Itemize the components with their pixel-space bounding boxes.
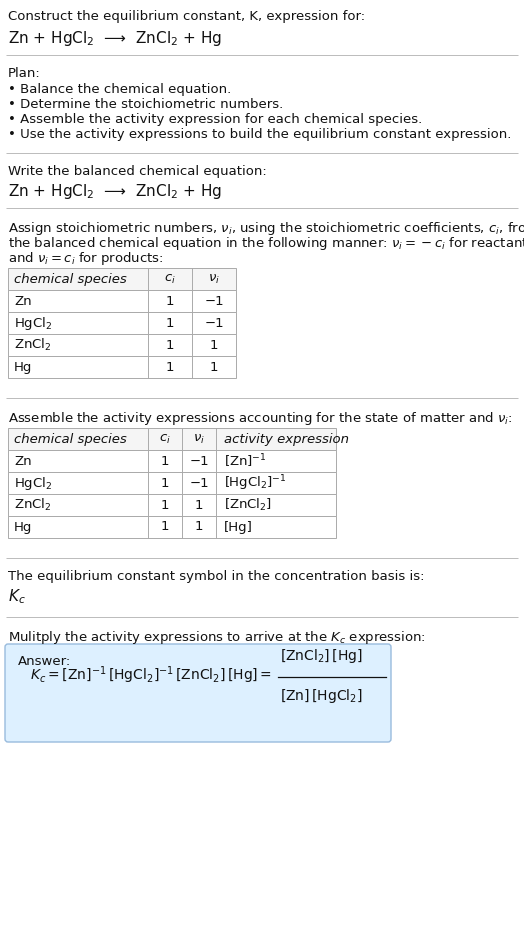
Text: [Hg]: [Hg]	[224, 520, 253, 533]
Text: Construct the equilibrium constant, K, expression for:: Construct the equilibrium constant, K, e…	[8, 10, 365, 23]
Bar	[8, 268, 236, 290]
Text: ZnCl$_2$: ZnCl$_2$	[14, 497, 51, 513]
Text: Answer:: Answer:	[18, 655, 71, 668]
Text: 1: 1	[166, 294, 174, 307]
Text: $K_c = [\mathrm{Zn}]^{-1}\,[\mathrm{HgCl_2}]^{-1}\,[\mathrm{ZnCl_2}]\,[\mathrm{H: $K_c = [\mathrm{Zn}]^{-1}\,[\mathrm{HgCl…	[30, 664, 272, 686]
Text: The equilibrium constant symbol in the concentration basis is:: The equilibrium constant symbol in the c…	[8, 570, 424, 583]
Bar	[8, 334, 236, 356]
Text: chemical species: chemical species	[14, 433, 127, 445]
Text: HgCl$_2$: HgCl$_2$	[14, 314, 52, 331]
Bar	[8, 450, 336, 472]
Text: • Determine the stoichiometric numbers.: • Determine the stoichiometric numbers.	[8, 98, 283, 111]
Text: Write the balanced chemical equation:: Write the balanced chemical equation:	[8, 165, 267, 178]
Bar	[8, 290, 236, 312]
Text: $[\mathrm{ZnCl_2}]\,[\mathrm{Hg}]$: $[\mathrm{ZnCl_2}]\,[\mathrm{Hg}]$	[280, 647, 363, 665]
Text: −1: −1	[189, 455, 209, 468]
Text: Mulitply the activity expressions to arrive at the $K_c$ expression:: Mulitply the activity expressions to arr…	[8, 629, 426, 646]
Text: Hg: Hg	[14, 520, 32, 533]
Text: 1: 1	[166, 317, 174, 329]
Text: 1: 1	[210, 339, 219, 351]
Bar	[8, 356, 236, 378]
Bar	[8, 312, 236, 334]
Text: Zn: Zn	[14, 294, 31, 307]
Text: Zn + HgCl$_2$  ⟶  ZnCl$_2$ + Hg: Zn + HgCl$_2$ ⟶ ZnCl$_2$ + Hg	[8, 29, 222, 48]
Text: Plan:: Plan:	[8, 67, 41, 80]
Text: 1: 1	[195, 498, 203, 512]
Bar	[8, 428, 336, 450]
Text: $c_i$: $c_i$	[164, 272, 176, 286]
Text: HgCl$_2$: HgCl$_2$	[14, 474, 52, 492]
Text: [HgCl$_2$]$^{-1}$: [HgCl$_2$]$^{-1}$	[224, 474, 287, 493]
Bar	[8, 516, 336, 538]
Text: [ZnCl$_2$]: [ZnCl$_2$]	[224, 497, 272, 513]
Text: and $\nu_i = c_i$ for products:: and $\nu_i = c_i$ for products:	[8, 250, 163, 267]
Text: $[\mathrm{Zn}]\,[\mathrm{HgCl_2}]$: $[\mathrm{Zn}]\,[\mathrm{HgCl_2}]$	[280, 687, 363, 705]
Text: Assemble the activity expressions accounting for the state of matter and $\nu_i$: Assemble the activity expressions accoun…	[8, 410, 512, 427]
Text: • Balance the chemical equation.: • Balance the chemical equation.	[8, 83, 231, 96]
Text: 1: 1	[166, 339, 174, 351]
Text: the balanced chemical equation in the following manner: $\nu_i = -c_i$ for react: the balanced chemical equation in the fo…	[8, 235, 524, 252]
Text: $\nu_i$: $\nu_i$	[208, 272, 220, 286]
Text: 1: 1	[166, 361, 174, 374]
Text: Zn + HgCl$_2$  ⟶  ZnCl$_2$ + Hg: Zn + HgCl$_2$ ⟶ ZnCl$_2$ + Hg	[8, 182, 222, 201]
Bar	[8, 472, 336, 494]
Text: ZnCl$_2$: ZnCl$_2$	[14, 337, 51, 353]
Text: [Zn]$^{-1}$: [Zn]$^{-1}$	[224, 453, 267, 470]
Text: chemical species: chemical species	[14, 272, 127, 286]
Text: • Use the activity expressions to build the equilibrium constant expression.: • Use the activity expressions to build …	[8, 128, 511, 141]
Text: Assign stoichiometric numbers, $\nu_i$, using the stoichiometric coefficients, $: Assign stoichiometric numbers, $\nu_i$, …	[8, 220, 524, 237]
Text: 1: 1	[161, 455, 169, 468]
Text: 1: 1	[195, 520, 203, 533]
Text: −1: −1	[189, 476, 209, 490]
Text: 1: 1	[210, 361, 219, 374]
FancyBboxPatch shape	[5, 644, 391, 742]
Text: $\nu_i$: $\nu_i$	[193, 433, 205, 445]
Text: −1: −1	[204, 294, 224, 307]
Text: 1: 1	[161, 476, 169, 490]
Text: $c_i$: $c_i$	[159, 433, 171, 445]
Text: Hg: Hg	[14, 361, 32, 374]
Text: $K_c$: $K_c$	[8, 587, 26, 605]
Text: activity expression: activity expression	[224, 433, 349, 445]
Text: 1: 1	[161, 498, 169, 512]
Text: • Assemble the activity expression for each chemical species.: • Assemble the activity expression for e…	[8, 113, 422, 126]
Text: 1: 1	[161, 520, 169, 533]
Bar	[8, 494, 336, 516]
Text: −1: −1	[204, 317, 224, 329]
Text: Zn: Zn	[14, 455, 31, 468]
